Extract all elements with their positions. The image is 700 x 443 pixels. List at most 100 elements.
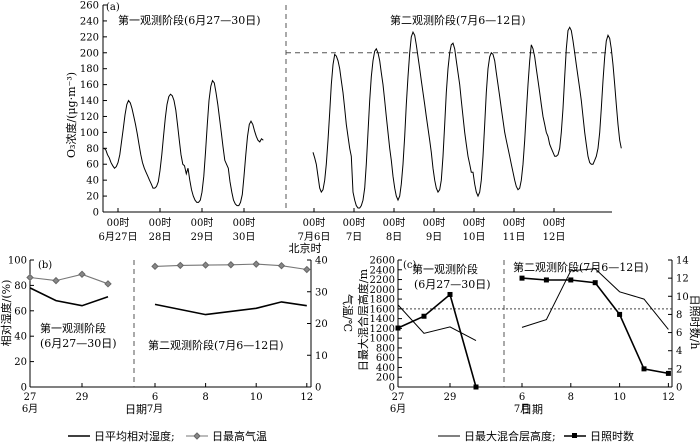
panel-b-temperature-line-stage1 [29, 273, 109, 285]
panel-a-x-tick-time: 00时 [191, 217, 214, 229]
panel-c-left-tick-label: 1000 [370, 334, 395, 345]
panel-c-x-tick-month: 6月 [390, 403, 406, 415]
panel-b-left-tick-label: 40 [14, 332, 27, 343]
panel-c-sunshine-line-stage2 [521, 277, 669, 375]
panel-b-x-tick-month: 6月 [22, 403, 38, 415]
panel-b-temperature-point [151, 262, 159, 271]
panel-b-left-tick-label: 60 [14, 306, 27, 317]
panel-a-stage1-label: 第一观测阶段(6月27—30日) [118, 13, 261, 27]
legend-sunshine-marker [572, 433, 577, 438]
panel-b-stage1-label-line2: (6月27—30日) [40, 337, 117, 350]
panel-c-right-tick-label: 6 [676, 328, 682, 339]
panel-c-left-tick-label: 400 [376, 363, 395, 374]
panel-c-right-ticks: 0 2 4 6 8 10 12 14 [668, 256, 689, 394]
legend-temperature-label: 日最高气温 [212, 429, 267, 443]
panel-a-x-tick-time: 00时 [343, 217, 366, 229]
panel-c-sunshine-point [519, 275, 525, 281]
panel-b-x-tick-label: 29 [76, 392, 89, 403]
panel-c-x-tick-label: 10 [613, 392, 626, 403]
panel-b-temperature-point [52, 276, 60, 285]
panel-c-series [395, 268, 671, 390]
panel-c-sunshine-point [447, 291, 453, 297]
panel-c-right-tick-label: 0 [676, 383, 682, 394]
panel-c-right-tick-label: 4 [676, 346, 682, 357]
panel-a-x-tick-date: 6月27日 [98, 231, 137, 243]
panel-b-stage1-label-line1: 第一观测阶段 [40, 321, 106, 335]
panel-c-left-tick-label: 800 [376, 343, 395, 354]
panel-a-y-ticks: 0 20 40 60 80 100 120 140 160 180 200 220 240 260 [80, 1, 107, 219]
panel-a-stage2-ozone-series [312, 26, 622, 209]
panel-b-x-tick-label: 12 [300, 392, 313, 403]
panel-b-temperature-point [201, 261, 210, 269]
panel-a-y-tick-label: 220 [80, 32, 99, 43]
panel-b-right-axis-title: 气温/℃ [341, 294, 355, 332]
panel-a-x-tick-time: 00时 [463, 217, 486, 229]
panel-c-mixing-layer-line-stage2 [521, 268, 669, 330]
panel-c-label: (c) [403, 260, 417, 271]
panel-b-left-axis-title: 相对湿度/(%) [0, 280, 13, 347]
panel-b-left-tick-label: 100 [8, 256, 27, 267]
panel-a-x-tick-date: 8日 [386, 232, 402, 243]
panel-a-x-tick-date: 12日 [543, 232, 566, 243]
panel-c-x-tick-label: 6 [519, 392, 525, 403]
panel-b-left-ticks: 0 20 40 60 80 100 [8, 256, 34, 394]
panel-b-right-tick-label: 10 [315, 351, 328, 362]
panel-a-ozone-chart: (a) 第一观测阶段(6月27—30日) 第二观测阶段(7月6—12日) O₃浓… [64, 1, 622, 255]
panel-c-stage1-label-line2: (6月27—30日) [414, 278, 491, 291]
panel-c-right-axis-title: 日照时数/h [688, 295, 700, 350]
panel-b-humidity-temperature-chart: (b) 相对湿度/(%) 气温/℃ 日期 第一观测阶段 (6月27—30日) 第… [0, 256, 355, 417]
panel-a-y-tick-label: 0 [93, 208, 99, 219]
panel-c-sunshine-point [421, 313, 427, 319]
panel-c-left-tick-label: 600 [376, 353, 395, 364]
panel-c-sunshine-point [592, 280, 598, 286]
panel-b-series [26, 260, 311, 316]
panel-c-sunshine-point [617, 311, 623, 317]
panel-b-x-tick-month: 7月 [147, 403, 163, 415]
panel-b-x-tick-label: 8 [202, 392, 208, 403]
panel-a-x-tick-date: 7日 [346, 232, 362, 243]
panel-c-x-tick-month: 7月 [514, 403, 530, 415]
panel-a-x-tick-date: 9日 [426, 232, 442, 243]
panel-a-x-tick-time: 00时 [233, 217, 256, 229]
panel-c-stage1-label-line1: 第一观测阶段 [412, 262, 478, 276]
panel-c-right-tick-label: 2 [676, 364, 682, 375]
panel-b-legend: 日平均相对湿度; 日最高气温 [68, 429, 267, 443]
panel-a-y-tick-label: 120 [80, 112, 99, 123]
panel-a-y-axis-title: O₃浓度/(μg·m⁻³) [64, 72, 78, 158]
panel-b-x-axis-title: 日期 [125, 403, 147, 416]
panel-b-humidity-line-stage1 [29, 287, 109, 307]
panel-c-left-tick-label: 1800 [370, 295, 395, 306]
panel-a-y-tick-label: 160 [80, 80, 99, 91]
panel-a-x-tick-time: 00时 [503, 217, 526, 229]
panel-b-temperature-point [227, 261, 235, 269]
panel-a-stage1-ozone-series [103, 79, 264, 207]
panel-a-x-ticks: 00时 6月27日 00时 28日 00时 29日 00时 30日 00时 7月6日 00时 7日 00… [98, 208, 565, 243]
panel-a-y-tick-label: 260 [80, 1, 99, 12]
panel-c-stage2-label: 第二观测阶段(7月6—12日) [513, 260, 649, 274]
panel-b-left-tick-label: 80 [14, 281, 27, 292]
panel-a-x-tick-date: 29日 [191, 232, 214, 243]
panel-a-y-tick-label: 240 [80, 16, 99, 27]
panel-b-right-tick-label: 30 [315, 287, 328, 298]
panel-a-x-tick-time: 00时 [149, 217, 172, 229]
panel-a-x-axis-title: 北京时 [289, 241, 322, 255]
panel-c-left-tick-label: 1400 [370, 314, 395, 325]
panel-c-x-tick-label: 12 [662, 392, 675, 403]
legend-temperature-marker [193, 432, 201, 440]
panel-c-left-ticks: 0200400600800100012001400160018002000220… [370, 256, 402, 394]
panel-a-x-tick-time: 00时 [383, 217, 406, 229]
legend-sunshine-label: 日照时数 [590, 430, 634, 443]
panel-b-right-tick-label: 40 [315, 256, 328, 267]
panel-c-left-tick-label: 2600 [370, 256, 395, 267]
panel-a-y-tick-label: 180 [80, 64, 99, 75]
panel-c-left-tick-label: 2000 [370, 285, 395, 296]
panel-c-sunshine-line-stage1 [397, 293, 477, 388]
panel-b-label: (b) [38, 260, 52, 271]
panel-c-x-tick-label: 8 [568, 392, 574, 403]
panel-c-right-tick-label: 10 [676, 292, 689, 303]
panel-b-x-tick-label: 10 [250, 392, 263, 403]
panel-b-temperature-point [277, 262, 286, 270]
